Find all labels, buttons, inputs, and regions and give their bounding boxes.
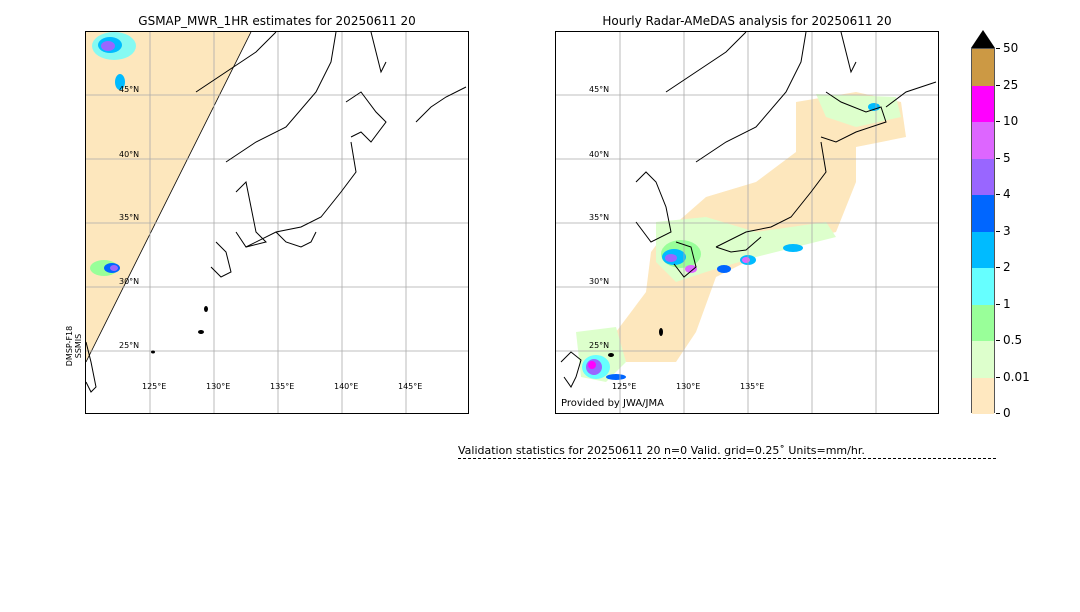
right-map-panel: 45°N 40°N 35°N 30°N 25°N 125°E 130°E 135… [555,31,939,414]
colorbar-tick-25: 25 [996,78,1018,92]
lat-label-30: 30°N [589,277,610,286]
colorbar-segment-2-3 [972,232,994,268]
lon-label-125: 125°E [612,382,637,391]
colorbar-segment-3-4 [972,195,994,232]
left-map-panel: 45°N 40°N 35°N 30°N 25°N 125°E 130°E 135… [85,31,469,414]
colorbar-tick-3: 3 [996,224,1011,238]
lon-label-140: 140°E [334,382,359,391]
data-credit: Provided by JWA/JMA [561,398,664,409]
right-panel-title: Hourly Radar-AMeDAS analysis for 2025061… [602,14,892,28]
colorbar-segment-0.01-0.5 [972,341,994,378]
sensor-name: SSMIS [74,333,83,359]
lon-label-145: 145°E [398,382,423,391]
lon-label-135: 135°E [270,382,295,391]
lat-label-35: 35°N [589,213,610,222]
colorbar-segment-0.5-1 [972,305,994,341]
lat-label-25: 25°N [119,341,140,350]
lon-label-130: 130°E [676,382,701,391]
colorbar [971,48,995,414]
colorbar-segment-4-5 [972,159,994,195]
left-map-canvas [86,32,468,413]
colorbar-extend-arrow [971,30,995,48]
colorbar-tick-0.01: 0.01 [996,370,1030,384]
colorbar-tick-2: 2 [996,260,1011,274]
satellite-name: DMSP-F18 [65,325,74,367]
lat-label-25: 25°N [589,341,610,350]
validation-statistics: Validation statistics for 20250611 20 n=… [458,444,996,459]
colorbar-tick-5: 5 [996,151,1011,165]
left-panel-title: GSMAP_MWR_1HR estimates for 20250611 20 [138,14,416,28]
colorbar-segment-25-50 [972,49,994,86]
lon-label-135: 135°E [740,382,765,391]
satellite-label: DMSP-F18 SSMIS [65,324,83,368]
lat-label-30: 30°N [119,277,140,286]
colorbar-tick-0.5: 0.5 [996,333,1022,347]
colorbar-segment-10-25 [972,86,994,122]
colorbar-tick-1: 1 [996,297,1011,311]
lat-label-40: 40°N [589,150,610,159]
lat-label-35: 35°N [119,213,140,222]
colorbar-tick-0: 0 [996,406,1011,420]
colorbar-segment-1-2 [972,268,994,305]
colorbar-tick-10: 10 [996,114,1018,128]
lon-label-125: 125°E [142,382,167,391]
lat-label-40: 40°N [119,150,140,159]
colorbar-tick-4: 4 [996,187,1011,201]
colorbar-segment-0-0.01 [972,378,994,414]
colorbar-segment-5-10 [972,122,994,159]
lon-label-130: 130°E [206,382,231,391]
lat-label-45: 45°N [119,85,140,94]
colorbar-tick-50: 50 [996,41,1018,55]
right-map-canvas [556,32,938,413]
lat-label-45: 45°N [589,85,610,94]
